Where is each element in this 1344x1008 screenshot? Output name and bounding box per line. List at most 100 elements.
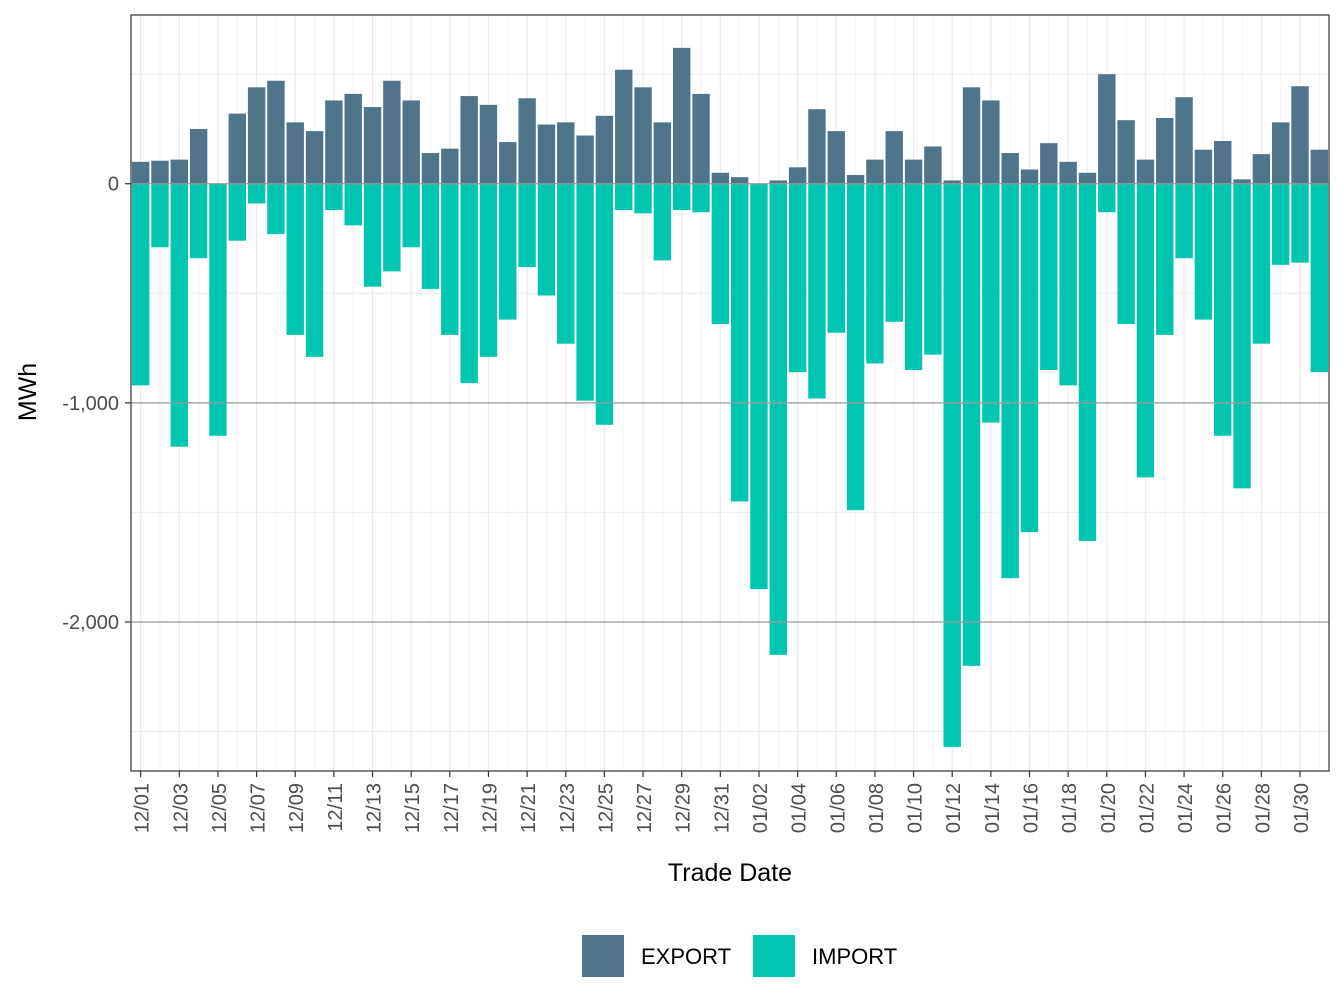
x-tick-label: 01/12 [943, 783, 965, 833]
bar-import-01-28 [1252, 183, 1271, 344]
bar-import-01-05 [808, 183, 826, 399]
x-tick-label: 12/01 [132, 783, 154, 833]
bar-import-12-30 [692, 183, 710, 213]
bar-export-12-31 [711, 172, 730, 184]
legend-key-import [753, 935, 795, 977]
bar-import-12-29 [672, 183, 691, 211]
bar-export-12-09 [286, 122, 304, 184]
bar-export-12-23 [557, 122, 575, 184]
bar-export-01-13 [962, 87, 981, 184]
bar-import-12-12 [344, 183, 362, 226]
bar-export-01-15 [1001, 153, 1019, 184]
x-tick-label: 12/13 [364, 783, 386, 833]
y-tick-label: -1,000 [62, 393, 119, 415]
bar-import-12-09 [286, 183, 304, 335]
bar-import-12-02 [151, 183, 169, 248]
bar-export-12-04 [189, 128, 208, 184]
x-tick-label: 12/29 [673, 783, 695, 833]
bar-import-01-03 [769, 183, 788, 655]
bar-import-01-17 [1040, 183, 1058, 370]
legend-label-export: EXPORT [641, 944, 731, 969]
x-tick-label: 01/04 [789, 783, 811, 833]
bar-import-12-31 [711, 183, 730, 324]
bars-layer [131, 47, 1329, 747]
y-tick-label: -2,000 [62, 612, 119, 634]
bar-export-01-12 [943, 180, 961, 184]
x-tick-label: 12/19 [479, 783, 501, 833]
bar-export-01-03 [769, 180, 788, 184]
bar-export-01-26 [1214, 141, 1232, 184]
x-tick-label: 01/24 [1175, 783, 1197, 833]
bar-import-01-29 [1271, 183, 1290, 265]
bar-export-12-21 [518, 98, 536, 184]
x-tick-label: 12/09 [286, 783, 308, 833]
bar-import-01-19 [1078, 183, 1097, 541]
bar-export-12-20 [499, 142, 517, 184]
y-axis-title: MWh [14, 363, 42, 421]
bar-import-01-18 [1059, 183, 1077, 386]
bar-import-01-01 [730, 183, 749, 502]
x-tick-label: 01/30 [1291, 783, 1313, 833]
bar-export-12-28 [653, 122, 672, 184]
bar-import-01-31 [1310, 183, 1329, 373]
bar-export-01-10 [904, 159, 923, 184]
bar-import-12-14 [383, 183, 401, 272]
bar-export-12-07 [247, 87, 266, 184]
legend-label-import: IMPORT [812, 944, 897, 969]
x-tick-label: 01/06 [827, 783, 849, 833]
bar-export-01-06 [827, 131, 845, 184]
bar-import-12-11 [325, 183, 343, 211]
bar-import-12-06 [228, 183, 246, 241]
bar-export-01-19 [1078, 172, 1097, 184]
bar-export-01-05 [808, 109, 826, 184]
bar-export-01-28 [1252, 154, 1271, 184]
bar-import-12-27 [634, 183, 652, 214]
bar-export-12-30 [692, 93, 710, 184]
x-tick-label: 01/14 [982, 783, 1004, 833]
bar-import-01-23 [1156, 183, 1174, 335]
bar-export-01-29 [1271, 122, 1290, 184]
bar-export-01-11 [924, 146, 942, 184]
legend: EXPORT IMPORT [582, 935, 897, 977]
x-tick-label: 01/28 [1252, 783, 1274, 833]
x-tick-label: 12/05 [209, 783, 231, 833]
x-tick-label: 12/25 [595, 783, 617, 833]
bar-export-01-14 [982, 100, 1000, 184]
bar-import-01-27 [1233, 183, 1251, 489]
bar-import-01-11 [924, 183, 942, 355]
x-tick-label: 01/26 [1214, 783, 1236, 833]
bar-export-01-30 [1291, 86, 1309, 184]
bar-export-01-04 [788, 167, 807, 184]
bar-import-12-26 [615, 183, 633, 211]
bar-export-01-17 [1040, 143, 1058, 184]
x-tick-label: 12/23 [557, 783, 579, 833]
bar-import-12-05 [209, 183, 227, 436]
bar-import-12-10 [305, 183, 324, 357]
bar-export-12-24 [576, 135, 594, 184]
y-tick-label: 0 [108, 174, 119, 196]
legend-key-export [582, 935, 624, 977]
bar-import-01-10 [904, 183, 923, 370]
bar-import-12-15 [402, 183, 420, 248]
bar-import-12-20 [499, 183, 517, 320]
panel-border [130, 14, 1330, 772]
bar-export-12-29 [672, 47, 691, 184]
x-tick-label: 01/20 [1098, 783, 1120, 833]
x-tick-label: 01/02 [750, 783, 772, 833]
bar-export-12-14 [383, 80, 401, 184]
bar-export-12-11 [325, 100, 343, 184]
bar-import-01-12 [943, 183, 961, 747]
bar-export-01-07 [846, 174, 865, 184]
bar-export-01-18 [1059, 161, 1077, 184]
x-tick-label: 01/16 [1021, 783, 1043, 833]
bar-export-01-09 [885, 131, 903, 184]
bar-export-12-12 [344, 93, 362, 184]
bar-export-01-24 [1175, 97, 1193, 184]
bar-export-12-26 [615, 69, 633, 184]
bar-import-12-17 [441, 183, 459, 335]
bar-import-12-19 [479, 183, 498, 357]
bar-export-12-08 [267, 80, 285, 184]
bar-import-01-08 [866, 183, 884, 364]
bar-import-12-18 [460, 183, 478, 384]
